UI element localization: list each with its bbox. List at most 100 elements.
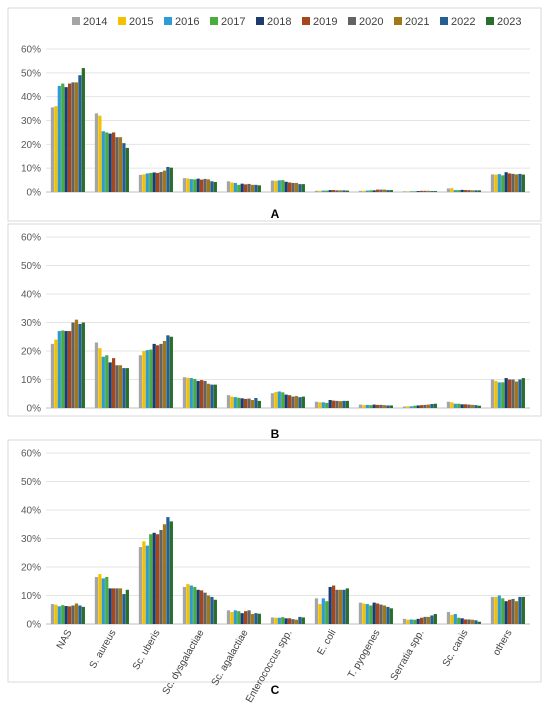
legend-label: 2022 xyxy=(451,16,475,28)
bar-2022-sc-dysgalactiae xyxy=(210,596,214,624)
bar-2020-s-aureus xyxy=(115,137,119,192)
bar-2019-serratia-spp- xyxy=(420,617,424,624)
bar-2016-t-pyogenes xyxy=(365,190,369,192)
bar-2023-sc-uberis xyxy=(169,521,173,624)
legend-swatch xyxy=(118,17,126,25)
bar-2023-sc-uberis xyxy=(169,336,173,408)
bar-2014-sc-uberis xyxy=(138,547,143,624)
bar-2015-nas xyxy=(54,339,58,408)
bar-2015-e-coli xyxy=(318,402,322,408)
bar-2018-t-pyogenes xyxy=(372,190,376,192)
legend-item: 2021 xyxy=(394,16,429,28)
bar-2015-s-aureus xyxy=(98,115,102,192)
bar-2018-sc-canis xyxy=(460,189,464,192)
bar-2017-others xyxy=(501,382,505,408)
y-tick-label: 40% xyxy=(21,506,41,517)
bar-2015-sc-canis xyxy=(450,402,454,408)
bar-2018-sc-uberis xyxy=(152,172,156,192)
bar-2019-sc-agalactiae xyxy=(244,611,248,624)
bar-2023-s-aureus xyxy=(125,147,129,192)
legend-swatch xyxy=(302,17,310,25)
bar-2020-t-pyogenes xyxy=(379,189,383,192)
bar-2023-sc-uberis xyxy=(169,167,173,192)
bar-2021-t-pyogenes xyxy=(382,189,387,192)
y-tick-label: 60% xyxy=(21,233,41,244)
bar-2015-t-pyogenes xyxy=(362,190,366,192)
bar-2014-nas xyxy=(50,107,55,192)
y-tick-label: 50% xyxy=(21,477,41,488)
legend-swatch xyxy=(72,17,80,25)
bar-2014-enterococcus-spp- xyxy=(270,393,275,408)
bar-2017-s-aureus xyxy=(105,132,109,192)
bar-2020-serratia-spp- xyxy=(423,616,427,625)
bar-2018-sc-canis xyxy=(460,618,464,624)
bar-2015-sc-dysgalactiae xyxy=(186,178,190,192)
bar-2022-serratia-spp- xyxy=(430,191,434,192)
bar-2014-sc-dysgalactiae xyxy=(182,377,187,408)
bar-2017-serratia-spp- xyxy=(413,191,417,192)
bar-2022-enterococcus-spp- xyxy=(298,616,302,625)
bar-2018-sc-canis xyxy=(460,404,464,408)
bar-2019-enterococcus-spp- xyxy=(288,618,292,624)
bar-2014-sc-canis xyxy=(446,188,451,192)
chart-frame xyxy=(7,223,542,417)
bar-2014-nas xyxy=(50,604,55,624)
legend-swatch xyxy=(210,17,218,25)
bar-2022-sc-canis xyxy=(474,620,478,624)
bar-2018-others xyxy=(504,601,508,624)
bar-2023-nas xyxy=(81,322,85,408)
bar-2017-sc-canis xyxy=(457,190,461,192)
bar-2021-e-coli xyxy=(338,190,343,192)
bar-2020-e-coli xyxy=(335,190,339,192)
bar-2023-enterococcus-spp- xyxy=(301,184,305,192)
y-tick-label: 10% xyxy=(21,591,41,602)
bar-2017-sc-dysgalactiae xyxy=(193,179,197,192)
bar-2023-sc-canis xyxy=(477,621,481,624)
y-tick-label: 20% xyxy=(21,140,41,151)
legend-item: 2023 xyxy=(486,16,521,28)
bar-2019-sc-uberis xyxy=(156,345,160,408)
bar-2015-others xyxy=(494,380,498,408)
bar-2016-nas xyxy=(57,606,61,624)
bar-2016-enterococcus-spp- xyxy=(277,180,281,192)
bar-2014-enterococcus-spp- xyxy=(270,617,275,624)
bar-2022-sc-dysgalactiae xyxy=(210,181,214,192)
bar-2017-sc-agalactiae xyxy=(237,611,241,624)
bar-2019-others xyxy=(508,599,512,624)
bar-2019-e-coli xyxy=(332,400,336,408)
bar-2015-enterococcus-spp- xyxy=(274,617,278,624)
legend-label: 2019 xyxy=(313,16,337,28)
bar-2017-nas xyxy=(61,605,65,624)
bar-2018-e-coli xyxy=(328,190,332,192)
bar-2019-others xyxy=(508,379,512,408)
bar-2014-sc-agalactiae xyxy=(226,610,231,624)
legend-label: 2015 xyxy=(129,16,153,28)
bar-2021-nas xyxy=(74,603,79,624)
bar-2018-sc-agalactiae xyxy=(240,613,244,624)
bar-2017-sc-agalactiae xyxy=(237,184,241,192)
bar-2016-sc-uberis xyxy=(145,350,149,408)
bar-2020-enterococcus-spp- xyxy=(291,182,295,192)
bar-2023-nas xyxy=(81,68,85,192)
bar-2022-serratia-spp- xyxy=(430,404,434,408)
bar-2016-s-aureus xyxy=(101,131,105,192)
bar-2016-sc-agalactiae xyxy=(233,610,237,624)
bar-2019-sc-canis xyxy=(464,404,468,408)
y-tick-label: 30% xyxy=(21,318,41,329)
bar-2017-others xyxy=(501,175,505,192)
bar-2019-others xyxy=(508,173,512,192)
bar-2022-sc-uberis xyxy=(166,517,170,625)
bar-2014-sc-canis xyxy=(446,401,451,408)
bar-2015-t-pyogenes xyxy=(362,603,366,624)
bar-2022-others xyxy=(518,596,522,624)
bar-2023-e-coli xyxy=(345,400,349,409)
panel-label: B xyxy=(271,427,280,441)
bar-2019-sc-canis xyxy=(464,190,468,192)
bar-2023-serratia-spp- xyxy=(433,403,437,408)
bar-2021-sc-canis xyxy=(470,190,475,192)
bar-2019-serratia-spp- xyxy=(420,405,424,408)
bar-2022-sc-agalactiae xyxy=(254,398,258,408)
bar-2015-serratia-spp- xyxy=(406,191,410,192)
bar-2022-s-aureus xyxy=(122,594,126,624)
bar-2021-sc-agalactiae xyxy=(250,184,255,192)
